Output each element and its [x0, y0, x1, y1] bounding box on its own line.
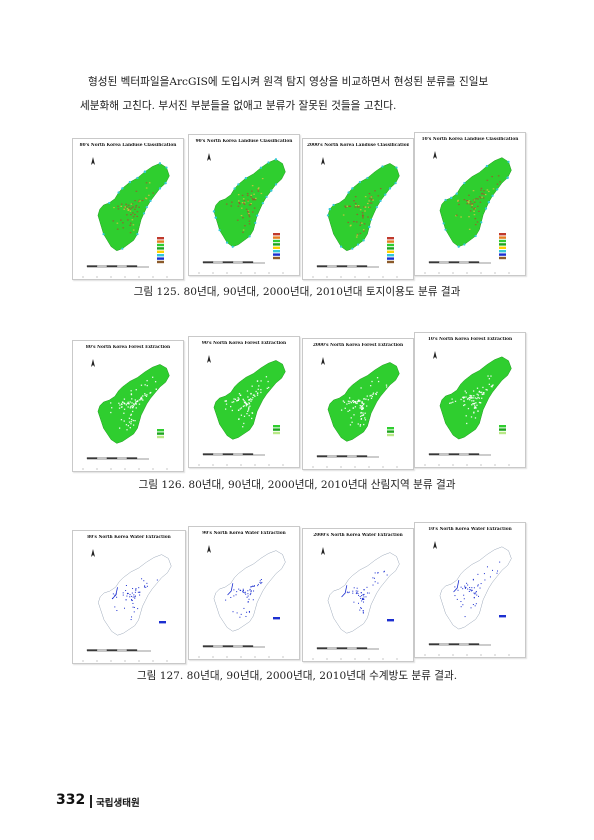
country-outline [327, 552, 400, 634]
water-map-80s-title: 80's North Korea Water Extraction [87, 535, 171, 540]
scale-bar [316, 455, 379, 458]
landuse-map-10s-graphic [424, 151, 512, 274]
north-arrow-icon [207, 355, 211, 363]
landuse-map-80s: 80's North Korea Landuse Classification [72, 138, 184, 280]
country-outline [439, 546, 512, 630]
scale-bar [86, 457, 149, 460]
forest-map-80s-graphic [82, 359, 170, 470]
water-map-90s: 90's North Korea Water Extraction [188, 526, 300, 660]
scale-bar [428, 643, 491, 646]
water-map-90s-title: 90's North Korea Water Extraction [202, 531, 286, 536]
north-arrow-icon [433, 351, 437, 359]
landuse-map-2000s-graphic [312, 157, 400, 278]
legend [273, 617, 280, 620]
intro-line-2: 세분화해 고친다. 부서진 부분들을 없애고 분류가 잘못된 것들을 고친다. [80, 100, 397, 112]
legend [157, 429, 164, 439]
north-arrow-icon [91, 549, 95, 557]
water-map-90s-graphic [198, 545, 286, 658]
footer-divider [90, 795, 92, 808]
water-map-80s-graphic [82, 549, 172, 662]
water-map-10s-graphic [424, 541, 512, 656]
figure-127-caption: 그림 127. 80년대, 90년대, 2000년대, 2010년대 수계방도 … [136, 670, 458, 682]
north-arrow-icon [433, 541, 437, 549]
legend [499, 233, 506, 260]
water-map-2000s-title: 2000's North Korea Water Extraction [313, 533, 403, 538]
scale-bar [202, 261, 265, 264]
water-map-10s: 10's North Korea Water Extraction [414, 522, 526, 658]
legend [499, 425, 506, 435]
landuse-map-80s-graphic [82, 157, 170, 278]
scale-bar [316, 647, 379, 650]
legend [159, 621, 166, 624]
forest-map-90s-title: 90's North Korea Forest Extraction [201, 341, 287, 346]
forest-figure: 80's North Korea Forest Extraction 90's … [72, 330, 526, 480]
forest-map-10s-title: 10's North Korea Forest Extraction [427, 337, 513, 342]
scale-bar [428, 453, 491, 456]
north-arrow-icon [321, 547, 325, 555]
landuse-map-90s: 90's North Korea Landuse Classification [188, 134, 300, 276]
country-outline [98, 554, 172, 636]
scale-bar [428, 261, 491, 264]
water-map-2000s-graphic [312, 547, 400, 660]
water-figure: 80's North Korea Water Extraction 90's N… [72, 522, 526, 672]
water-map-2000s: 2000's North Korea Water Extraction [302, 528, 414, 662]
landuse-figure: 80's North Korea Landuse Classification … [72, 128, 526, 280]
forest-map-10s-graphic [424, 351, 512, 466]
north-arrow-icon [91, 359, 95, 367]
country-outline [213, 159, 286, 248]
forest-map-2000s: 2000's North Korea Forest Extraction [302, 338, 414, 470]
water-map-10s-title: 10's North Korea Water Extraction [428, 527, 512, 532]
country-outline [327, 362, 400, 442]
scale-bar [316, 265, 379, 268]
landuse-map-2000s: 2000's North Korea Landuse Classificatio… [302, 138, 414, 280]
north-arrow-icon [207, 153, 211, 161]
intro-line-1: 형성된 벡터파일을ArcGIS에 도입시켜 원격 탐지 영상을 비교하면서 현성… [88, 76, 489, 88]
north-arrow-icon [433, 151, 437, 159]
legend [273, 425, 280, 435]
north-arrow-icon [321, 357, 325, 365]
forest-map-90s: 90's North Korea Forest Extraction [188, 336, 300, 468]
water-map-80s: 80's North Korea Water Extraction [72, 530, 186, 664]
legend [273, 233, 280, 260]
legend [387, 237, 394, 264]
scale-bar [86, 265, 149, 268]
intro-paragraph: 형성된 벡터파일을ArcGIS에 도입시켜 원격 탐지 영상을 비교하면서 현성… [80, 70, 530, 118]
north-arrow-icon [207, 545, 211, 553]
landuse-map-80s-title: 80's North Korea Landuse Classification [79, 143, 177, 148]
legend [387, 427, 394, 437]
forest-map-10s: 10's North Korea Forest Extraction [414, 332, 526, 468]
landuse-map-90s-title: 90's North Korea Landuse Classification [195, 139, 293, 144]
page-number: 332 [56, 792, 86, 808]
landuse-map-90s-graphic [198, 153, 286, 274]
figure-125-caption: 그림 125. 80년대, 90년대, 2000년대, 2010년대 토지이용도… [133, 286, 461, 298]
forest-map-80s-title: 80's North Korea Forest Extraction [85, 345, 171, 350]
north-arrow-icon [321, 157, 325, 165]
forest-map-80s: 80's North Korea Forest Extraction [72, 340, 184, 472]
landuse-map-10s-title: 10's North Korea Landuse Classification [421, 137, 519, 142]
landuse-map-2000s-title: 2000's North Korea Landuse Classificatio… [307, 143, 409, 148]
forest-map-90s-graphic [198, 355, 286, 466]
legend [387, 619, 394, 622]
figure-126-caption: 그림 126. 80년대, 90년대, 2000년대, 2010년대 산림지역 … [138, 479, 456, 491]
scale-bar [202, 453, 265, 456]
north-arrow-icon [91, 157, 95, 165]
legend [499, 615, 506, 618]
scale-bar [86, 649, 151, 652]
country-outline [213, 550, 286, 632]
legend [157, 237, 164, 264]
forest-map-2000s-title: 2000's North Korea Forest Extraction [312, 343, 404, 348]
forest-map-2000s-graphic [312, 357, 400, 468]
scale-bar [202, 645, 265, 648]
country-outline [439, 157, 512, 247]
footer-organization: 국립생태원 [96, 798, 140, 809]
landuse-map-10s: 10's North Korea Landuse Classification [414, 132, 526, 276]
